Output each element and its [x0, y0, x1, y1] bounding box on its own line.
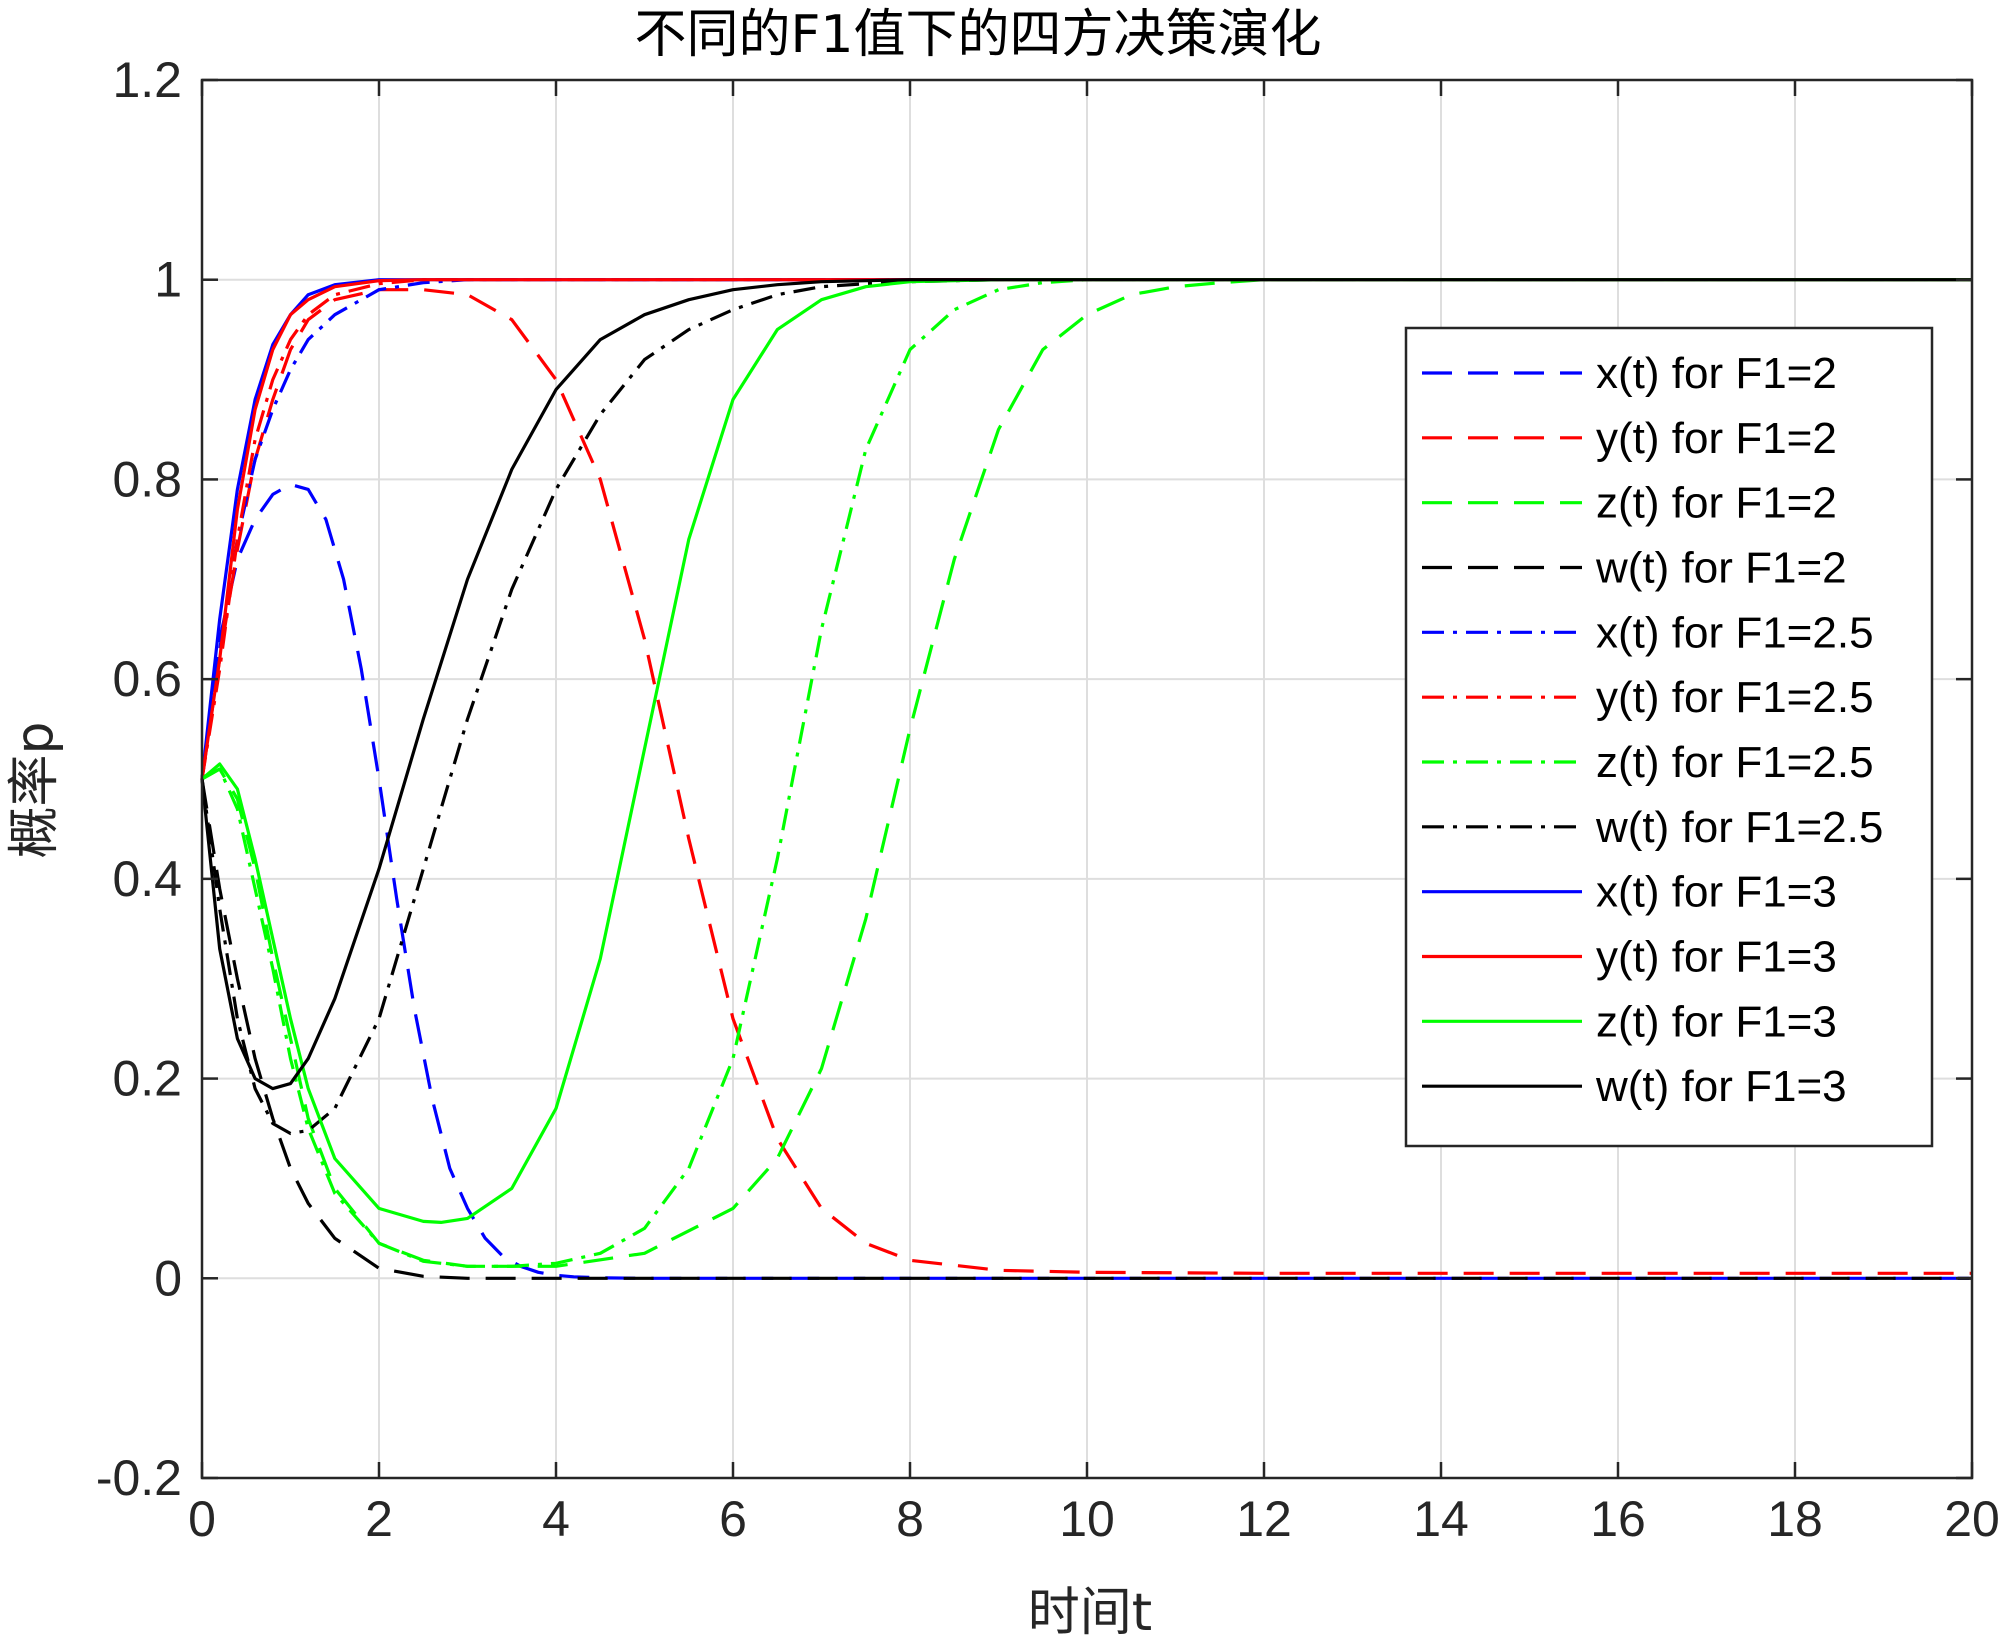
series-line-3 — [201, 278, 1972, 1268]
x-tick-label: 4 — [542, 1491, 570, 1547]
series-line-2 — [200, 288, 1972, 1275]
series-line-10 — [200, 278, 1972, 780]
legend-box — [1404, 326, 1934, 1148]
y-tick-label: -0.2 — [96, 1450, 182, 1506]
series-line-4 — [200, 778, 1972, 1280]
x-tick-label: 20 — [1944, 1491, 2000, 1547]
legend-label-8: w(t) for F1=2.5 — [1595, 803, 1883, 852]
y-tick-label: 0.2 — [112, 1051, 182, 1107]
legend-label-5: x(t) for F1=2.5 — [1596, 608, 1874, 657]
x-tick-label: 12 — [1236, 1491, 1292, 1547]
series-line-12 — [200, 278, 1972, 1091]
y-tick-label: 1 — [154, 252, 182, 308]
legend-label-9: x(t) for F1=3 — [1596, 868, 1837, 917]
x-tick-label: 8 — [896, 1491, 924, 1547]
legend-label-6: y(t) for F1=2.5 — [1596, 673, 1874, 722]
x-tick-label: 14 — [1413, 1491, 1469, 1547]
x-tick-label: 18 — [1767, 1491, 1823, 1547]
y-tick-label: 0.8 — [112, 451, 182, 507]
y-axis-title: 概率p — [5, 721, 65, 858]
legend-label-1: x(t) for F1=2 — [1596, 349, 1837, 398]
x-tick-label: 2 — [365, 1491, 393, 1547]
series-line-7 — [201, 278, 1972, 1268]
legend-label-4: w(t) for F1=2 — [1595, 544, 1847, 593]
y-tick-label: 0 — [154, 1250, 182, 1306]
axes: 0 2 4 6 8 10 12 14 16 18 20-0.200.20.40.60.811.2 — [96, 52, 2000, 1547]
y-tick-label: 0.4 — [112, 851, 182, 907]
x-tick-label: 0 — [188, 1491, 216, 1547]
legend-label-3: z(t) for F1=2 — [1596, 479, 1837, 528]
legend-label-10: y(t) for F1=3 — [1596, 933, 1837, 982]
series-line-11 — [200, 278, 1972, 1224]
legend-label-2: y(t) for F1=2 — [1596, 414, 1837, 463]
chart-title: 不同的F1值下的四方决策演化 — [635, 5, 1322, 65]
legend: x(t) for F1=2 y(t) for F1=2 z(t) for F1=2 w… — [1404, 326, 1934, 1148]
series-lines — [200, 278, 1972, 1280]
x-tick-label: 16 — [1590, 1491, 1646, 1547]
legend-label-7: z(t) for F1=2.5 — [1596, 738, 1874, 787]
series-line-8 — [200, 278, 1972, 1136]
y-tick-label: 0.6 — [112, 651, 182, 707]
x-axis-title: 时间t — [1028, 1583, 1152, 1642]
legend-label-12: w(t) for F1=3 — [1595, 1062, 1847, 1111]
legend-label-11: z(t) for F1=3 — [1596, 997, 1837, 1046]
y-tick-label: 1.2 — [112, 52, 182, 108]
x-tick-label: 6 — [719, 1491, 747, 1547]
x-tick-label: 10 — [1059, 1491, 1115, 1547]
